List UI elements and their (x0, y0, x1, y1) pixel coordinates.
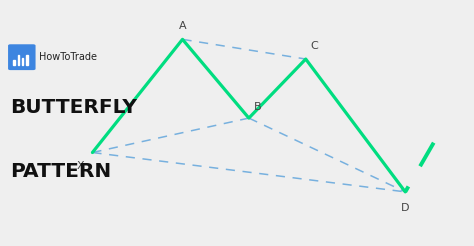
FancyBboxPatch shape (8, 44, 36, 70)
Text: C: C (310, 41, 318, 50)
Bar (18, 55, 19, 65)
Text: BUTTERFLY: BUTTERFLY (10, 98, 137, 117)
Text: B: B (254, 102, 261, 112)
Text: X: X (77, 161, 84, 171)
Text: PATTERN: PATTERN (10, 162, 112, 181)
Text: HowToTrade: HowToTrade (39, 52, 97, 62)
Text: D: D (401, 203, 410, 213)
Bar (26, 55, 27, 65)
Bar (13, 60, 15, 65)
Text: A: A (179, 21, 186, 31)
Bar (22, 58, 23, 65)
